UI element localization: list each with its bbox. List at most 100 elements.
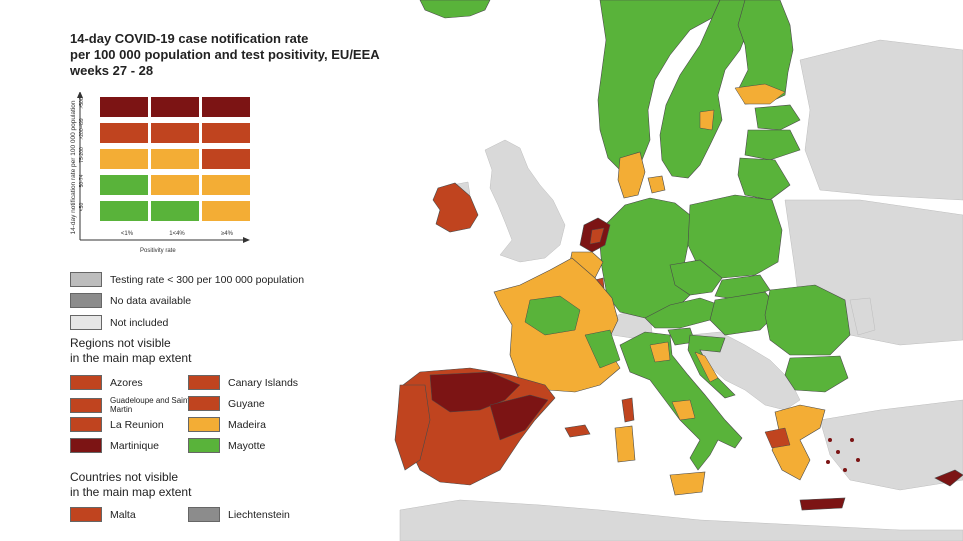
matrix-cell bbox=[99, 96, 149, 118]
title-line-3: weeks 27 - 28 bbox=[70, 63, 154, 78]
turkey bbox=[819, 399, 963, 491]
matrix-cell bbox=[201, 96, 251, 118]
legend-no-data: No data available bbox=[70, 293, 191, 308]
region-label: Martinique bbox=[110, 439, 160, 452]
regions-heading: Regions not visible in the main map exte… bbox=[70, 336, 191, 366]
sardinia bbox=[614, 425, 636, 463]
region-swatch bbox=[188, 375, 220, 390]
sweden-orange-region bbox=[699, 109, 715, 131]
estonia bbox=[754, 104, 801, 131]
legend-label: Testing rate < 300 per 100 000 populatio… bbox=[110, 273, 305, 286]
iceland bbox=[419, 0, 491, 19]
swatch-not-included bbox=[70, 315, 102, 330]
countries-heading: Countries not visible in the main map ex… bbox=[70, 470, 191, 500]
sicily bbox=[669, 471, 706, 496]
matrix-cell bbox=[201, 122, 251, 144]
spain-dark-east bbox=[489, 394, 549, 441]
matrix-cell bbox=[99, 174, 149, 196]
crete bbox=[799, 497, 846, 511]
cyprus bbox=[934, 469, 963, 487]
france-green-center bbox=[524, 295, 581, 336]
title-line-2: per 100 000 population and test positivi… bbox=[70, 47, 380, 62]
region-legend-item: Guyane bbox=[188, 396, 265, 411]
country-legend-item: Malta bbox=[70, 507, 136, 522]
region-label: Canary Islands bbox=[228, 376, 299, 389]
croatia bbox=[687, 334, 736, 399]
legend-testing-low: Testing rate < 300 per 100 000 populatio… bbox=[70, 272, 304, 287]
poland bbox=[687, 194, 783, 279]
regions-heading-line-1: Regions not visible bbox=[70, 336, 171, 350]
matrix-cell bbox=[99, 200, 149, 222]
corsica bbox=[621, 397, 635, 423]
matrix-cell bbox=[150, 122, 200, 144]
matrix-cell bbox=[150, 148, 200, 170]
matrix-col-label: ≥4% bbox=[221, 231, 233, 237]
aegean-islands bbox=[826, 438, 860, 472]
region-legend-item: Madeira bbox=[188, 417, 266, 432]
italy-orange-region bbox=[649, 341, 671, 363]
countries-heading-line-1: Countries not visible bbox=[70, 470, 179, 484]
matrix-cell bbox=[150, 96, 200, 118]
finland-orange-region bbox=[734, 83, 786, 105]
matrix-cell bbox=[201, 200, 251, 222]
matrix-cell bbox=[99, 148, 149, 170]
matrix-cell bbox=[201, 174, 251, 196]
matrix-x-axis-title: Positivity rate bbox=[140, 248, 176, 254]
hungary bbox=[709, 291, 781, 336]
italy-orange-south bbox=[671, 399, 696, 421]
country-swatch bbox=[188, 507, 220, 522]
region-legend-item: Martinique bbox=[70, 438, 159, 453]
matrix-col-label: <1% bbox=[120, 231, 134, 237]
region-legend-item: Mayotte bbox=[188, 438, 265, 453]
denmark bbox=[617, 151, 646, 199]
matrix-axes bbox=[77, 92, 250, 243]
latvia bbox=[744, 129, 801, 161]
countries-heading-line-2: in the main map extent bbox=[70, 485, 192, 499]
region-legend-item: Guadeloupe and Saint Martin bbox=[70, 396, 190, 414]
greece-red-region bbox=[764, 427, 791, 449]
country-label: Malta bbox=[110, 508, 136, 521]
norway bbox=[597, 0, 721, 173]
legend-matrix: 14-day notification rate per 100 000 pop… bbox=[70, 92, 255, 267]
matrix-col-label: 1<4% bbox=[169, 231, 185, 237]
matrix-cell bbox=[99, 122, 149, 144]
great-britain bbox=[484, 139, 566, 263]
country-label: Liechtenstein bbox=[228, 508, 290, 521]
region-label: Madeira bbox=[228, 418, 266, 431]
ireland bbox=[432, 182, 479, 233]
legend-not-included: Not included bbox=[70, 315, 168, 330]
region-swatch bbox=[70, 438, 102, 453]
matrix-cell bbox=[150, 200, 200, 222]
portugal bbox=[394, 384, 431, 471]
region-swatch bbox=[188, 438, 220, 453]
russia-north bbox=[799, 39, 963, 201]
region-swatch bbox=[188, 417, 220, 432]
swatch-no-data bbox=[70, 293, 102, 308]
region-label: Guadeloupe and Saint Martin bbox=[110, 396, 190, 414]
region-legend-item: La Reunion bbox=[70, 417, 164, 432]
region-legend-item: Azores bbox=[70, 375, 143, 390]
france-green-east bbox=[584, 329, 621, 369]
matrix-cell bbox=[201, 148, 251, 170]
region-swatch bbox=[70, 417, 102, 432]
romania bbox=[764, 284, 851, 356]
north-africa bbox=[399, 499, 963, 541]
netherlands-red-part bbox=[589, 227, 605, 245]
region-swatch bbox=[188, 396, 220, 411]
balearic-islands bbox=[564, 424, 591, 438]
czechia bbox=[669, 259, 723, 296]
region-label: Mayotte bbox=[228, 439, 266, 452]
country-legend-item: Liechtenstein bbox=[188, 507, 290, 522]
legend-label: No data available bbox=[110, 294, 192, 307]
denmark-islands bbox=[647, 175, 666, 194]
country-swatch bbox=[70, 507, 102, 522]
region-swatch bbox=[70, 375, 102, 390]
region-label: Azores bbox=[110, 376, 143, 389]
region-label: Guyane bbox=[228, 397, 265, 410]
sweden bbox=[659, 0, 751, 179]
bulgaria bbox=[784, 355, 849, 393]
regions-heading-line-2: in the main map extent bbox=[70, 351, 192, 365]
swatch-testing-low bbox=[70, 272, 102, 287]
legend-label: Not included bbox=[110, 316, 169, 329]
